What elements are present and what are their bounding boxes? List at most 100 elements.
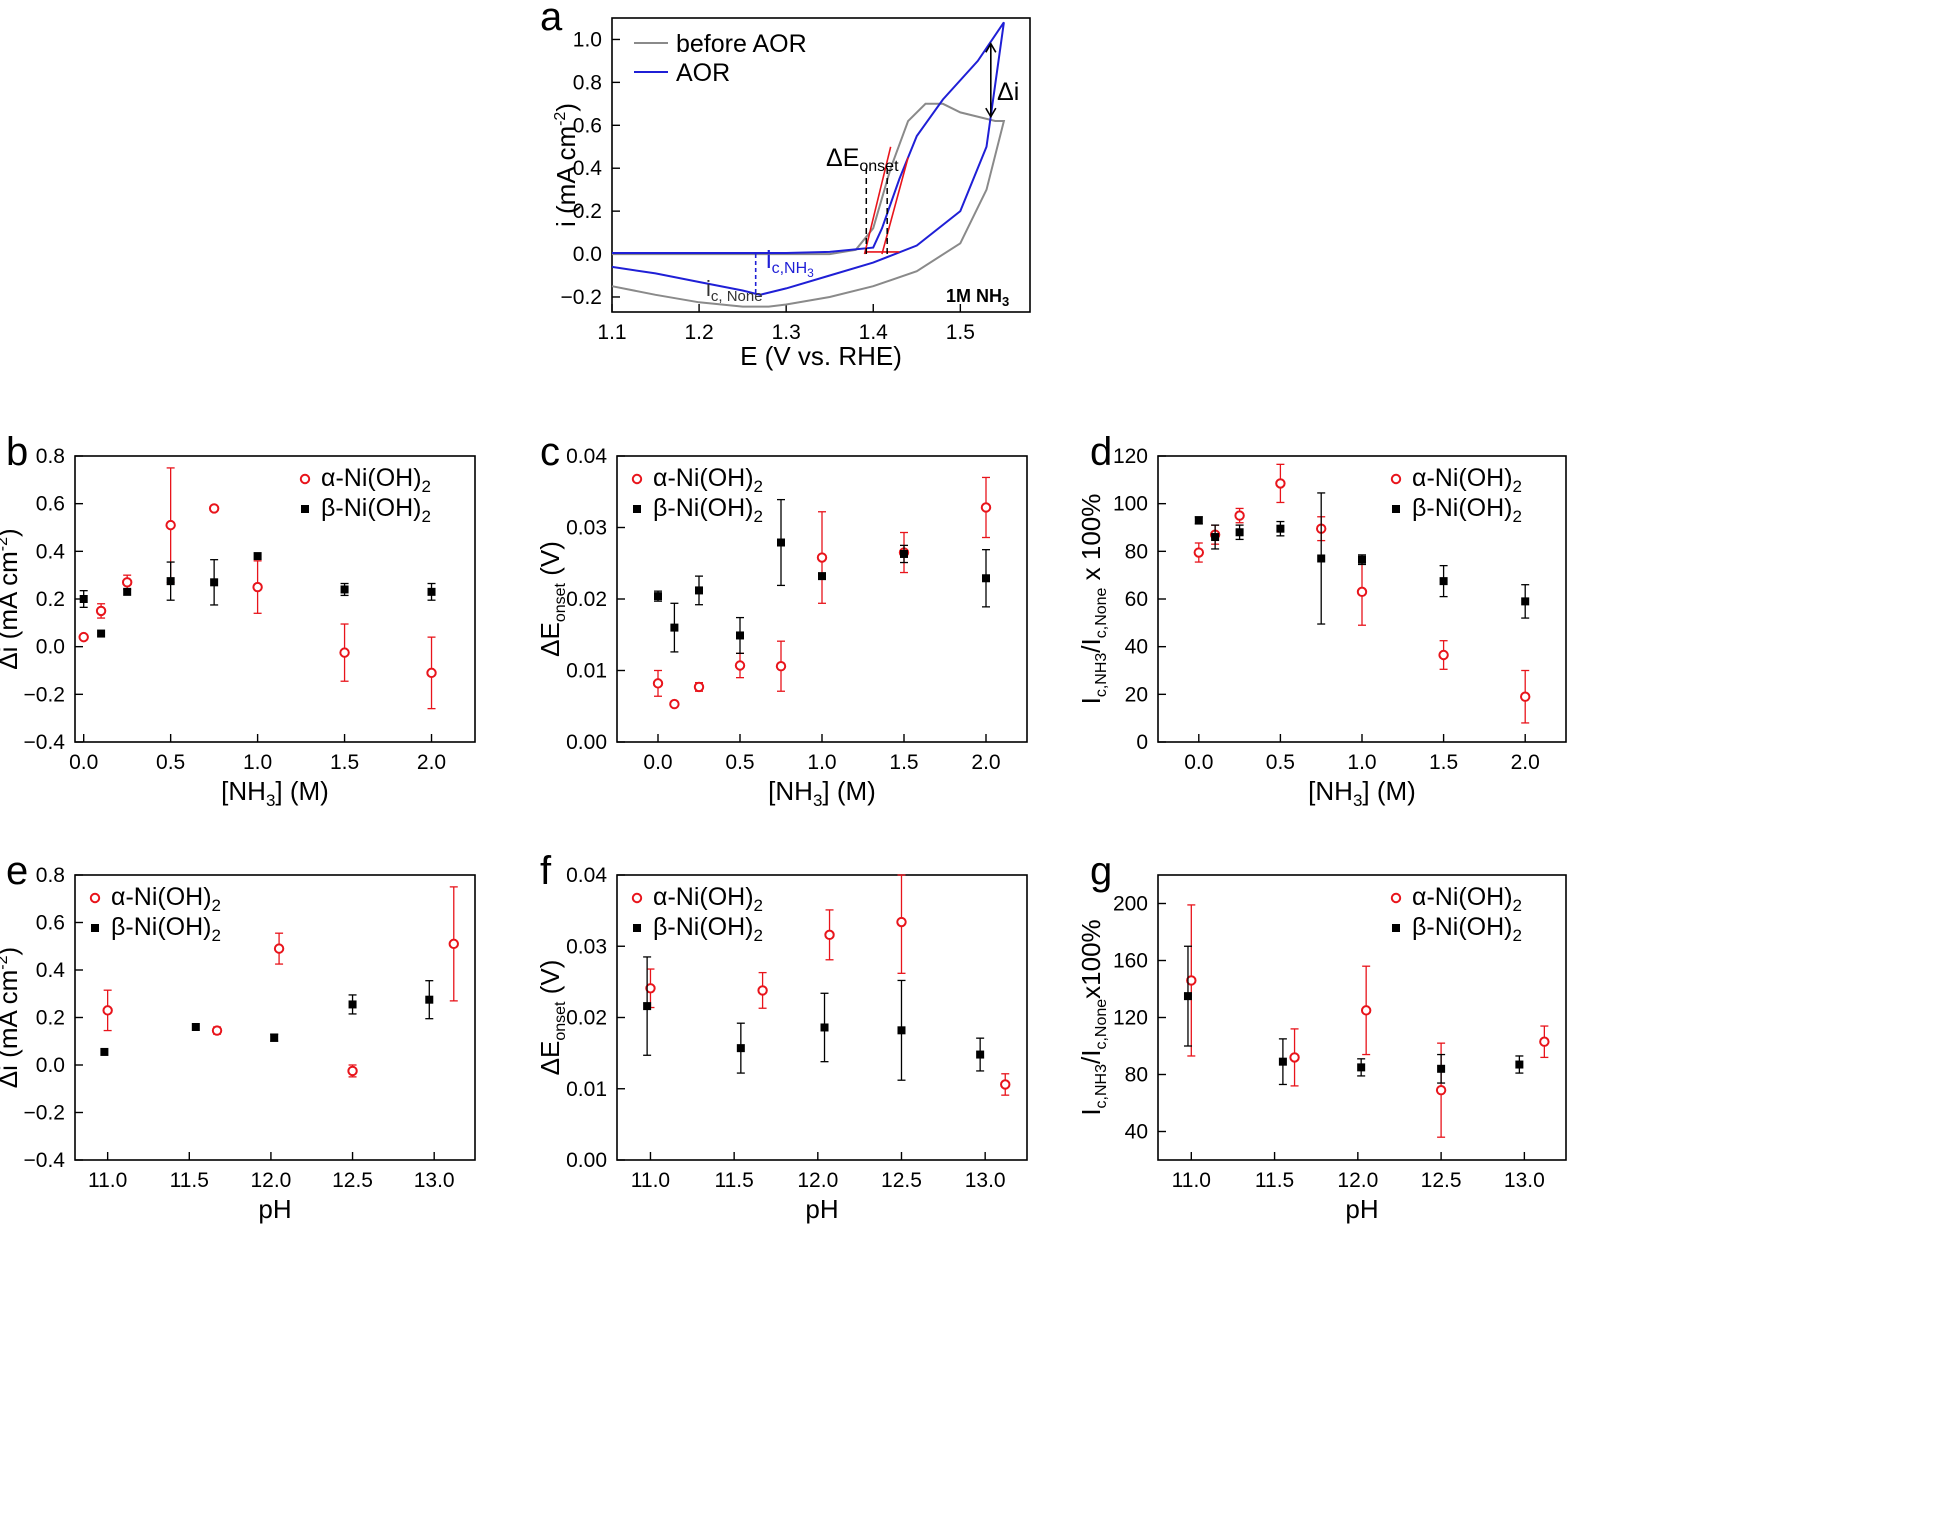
legend-label-alpha: α-Ni(OH)2 xyxy=(1412,883,1522,915)
data-point-alpha xyxy=(1360,1005,1372,1016)
y-tick-label-3: 80 xyxy=(1125,540,1148,563)
legend-label-beta-text: β-Ni(OH) xyxy=(1412,913,1512,941)
y-axis-label-f: ΔEonset (V) xyxy=(535,960,569,1076)
data-point-beta xyxy=(425,995,434,1004)
data-point-alpha xyxy=(1356,586,1368,598)
data-point-beta xyxy=(976,1050,985,1059)
panel-label-e: e xyxy=(6,849,28,893)
y-tick-label-3: 20 xyxy=(1125,683,1148,706)
data-point-alpha xyxy=(448,938,459,950)
legend-label-beta: β-Ni(OH)2 xyxy=(1412,913,1522,945)
legend-marker-beta xyxy=(91,924,99,932)
x-axis-label-d: [NH3] (M) xyxy=(1308,776,1416,810)
panel-label-b: b xyxy=(6,430,28,474)
annotation-delta-i: Δi xyxy=(997,78,1019,106)
x-axis-label-b-text: [NH xyxy=(221,776,266,806)
data-point-beta xyxy=(100,1047,109,1056)
y-tick-label-1: 0.0 xyxy=(36,636,65,659)
legend-marker-beta xyxy=(633,505,641,513)
legend-label-beta-sub: 2 xyxy=(1512,926,1521,945)
data-point-alpha xyxy=(652,678,664,689)
y-tick-label-4: 0.8 xyxy=(36,864,65,887)
legend-label-beta: β-Ni(OH)2 xyxy=(111,913,221,945)
data-point-beta xyxy=(695,586,703,595)
legend-marker-beta xyxy=(1392,505,1400,513)
data-point-alpha xyxy=(347,1065,358,1077)
annotation-concentration: 1M NH3 xyxy=(946,286,1009,309)
x-axis-label-e: pH xyxy=(258,1194,291,1224)
data-point-beta xyxy=(253,552,262,561)
legend-label-beta-sub: 2 xyxy=(753,507,762,526)
y-tick-label-3: 60 xyxy=(1125,588,1148,611)
y-tick-label-0: 1.0 xyxy=(573,28,602,51)
x-tick-label-6: 11.0 xyxy=(1172,1169,1211,1192)
data-point-beta xyxy=(982,574,990,583)
x-axis-label-d-text: [NH xyxy=(1308,776,1353,806)
y-axis-label-g-end: x100% xyxy=(1076,919,1106,999)
y-tick-label-3: 100 xyxy=(1113,493,1148,516)
x-tick-label-0: 1.3 xyxy=(772,321,801,344)
y-tick-label-6: 40 xyxy=(1125,1121,1148,1144)
y-axis-label-c-sub: onset xyxy=(552,582,569,622)
x-tick-label-6: 13.0 xyxy=(1504,1169,1545,1192)
x-tick-label-0: 1.1 xyxy=(597,321,626,344)
legend-label-aor: AOR xyxy=(676,59,730,87)
data-point-alpha xyxy=(273,943,285,954)
data-point-alpha xyxy=(1193,547,1205,558)
data-point-beta xyxy=(1183,992,1192,1001)
y-tick-label-4: 0.6 xyxy=(36,912,65,935)
panel-label-d: d xyxy=(1090,430,1112,474)
y-tick-label-1: 0.4 xyxy=(36,540,66,563)
data-point-alpha xyxy=(1186,975,1197,986)
y-tick-label-4: −0.4 xyxy=(24,1149,66,1172)
legend-label-beta: β-Ni(OH)2 xyxy=(321,494,431,526)
data-point-beta xyxy=(777,538,785,547)
legend-marker-alpha xyxy=(1390,473,1402,485)
plot-frame-0 xyxy=(611,17,1031,313)
y-axis-label-f-end: (V) xyxy=(535,960,565,1002)
x-axis-label-b-end: ] (M) xyxy=(275,776,328,806)
data-point-alpha xyxy=(1289,1052,1300,1063)
legend-label-beta: β-Ni(OH)2 xyxy=(1412,494,1522,526)
annotation-concentration-text: 1M NH xyxy=(946,286,1002,306)
legend-label-before-aor: before AOR xyxy=(676,30,807,58)
data-point-alpha xyxy=(339,647,350,658)
data-point-beta xyxy=(427,587,436,596)
y-tick-label-2: 0.02 xyxy=(566,588,607,611)
x-tick-label-4: 11.5 xyxy=(170,1169,209,1192)
x-axis-label-e-text: pH xyxy=(258,1194,291,1224)
y-tick-label-4: 0.0 xyxy=(36,1054,65,1077)
y-tick-label-0: −0.2 xyxy=(561,286,602,309)
y-tick-label-6: 200 xyxy=(1113,893,1148,916)
annotation-delta-e-text: ΔE xyxy=(826,144,859,172)
panel-label-f: f xyxy=(540,849,552,893)
annotation-delta-e-onset: ΔEonset xyxy=(826,144,899,175)
legend-label-alpha-text: α-Ni(OH) xyxy=(321,464,422,492)
legend-label-alpha-sub: 2 xyxy=(754,477,763,496)
x-axis-label-f: pH xyxy=(805,1194,838,1224)
y-axis-label-d-mid: /I xyxy=(1076,638,1106,652)
y-axis-label-d: Ic,NH3/Ic,None x 100% xyxy=(1076,494,1110,705)
data-point-alpha xyxy=(1435,1084,1447,1096)
y-tick-label-1: −0.4 xyxy=(24,731,66,754)
annotation-ic-nh3: ic,NH3 xyxy=(766,246,814,280)
y-axis-label-e-sup: -2 xyxy=(0,955,11,969)
data-point-beta xyxy=(191,1023,200,1031)
legend-label-alpha-text: α-Ni(OH) xyxy=(653,464,754,492)
data-point-beta xyxy=(1515,1060,1524,1069)
legend-label-beta-text: β-Ni(OH) xyxy=(1412,494,1512,522)
data-point-alpha xyxy=(208,503,220,514)
data-point-alpha xyxy=(102,1005,113,1016)
legend-marker-beta xyxy=(1392,924,1400,932)
data-point-beta xyxy=(166,577,175,586)
legend-label-beta-sub: 2 xyxy=(421,507,430,526)
y-axis-label-f-sub: onset xyxy=(552,1001,569,1041)
y-tick-label-0: 0.8 xyxy=(573,71,602,94)
legend-marker-alpha xyxy=(89,892,101,904)
x-tick-label-3: 1.0 xyxy=(1347,751,1376,774)
x-tick-label-4: 11.0 xyxy=(88,1169,127,1192)
legend-label-beta: β-Ni(OH)2 xyxy=(653,494,763,526)
data-point-beta xyxy=(643,1002,652,1011)
x-axis-label-c-sub: 3 xyxy=(813,791,822,810)
data-point-beta xyxy=(654,592,662,601)
